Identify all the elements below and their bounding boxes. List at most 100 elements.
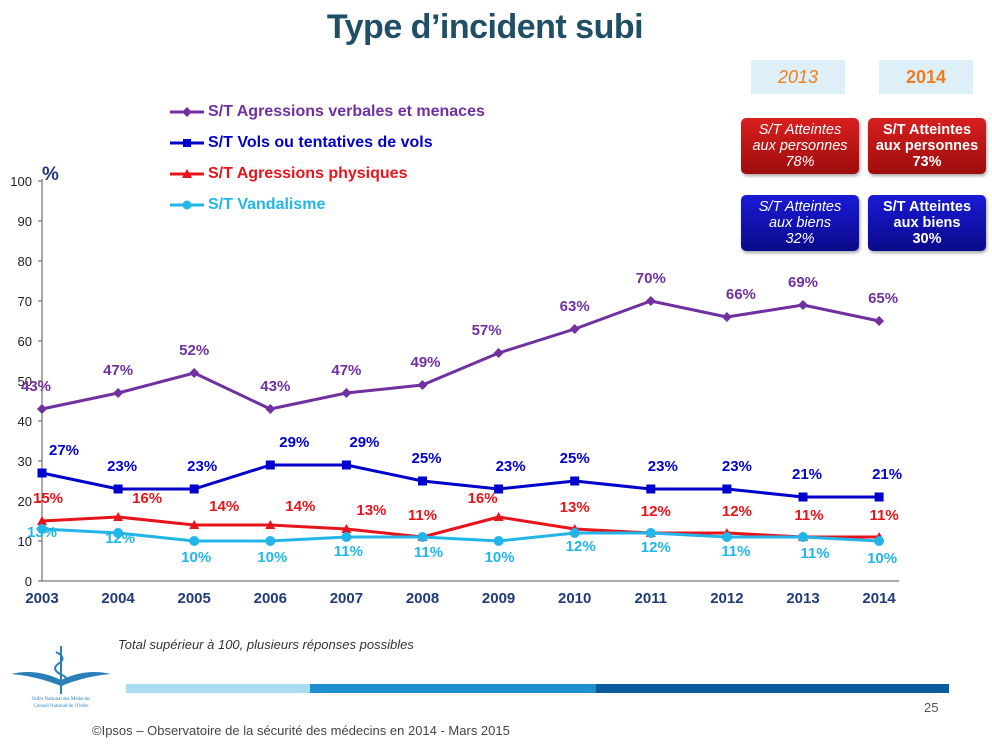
data-label: 69% — [788, 274, 818, 291]
data-label: 12% — [641, 539, 671, 556]
logo-text-line1: Ordre National des Médecins — [32, 697, 91, 702]
y-tick-label: 60 — [18, 334, 32, 349]
data-point — [113, 484, 123, 494]
data-point — [265, 520, 276, 529]
y-tick-label: 40 — [18, 414, 32, 429]
data-label: 23% — [648, 458, 678, 475]
box-value: 73% — [912, 154, 942, 170]
x-tick-label: 2011 — [635, 590, 668, 607]
y-tick-label: 10 — [18, 534, 32, 549]
series-line — [41, 463, 880, 499]
y-tick-label: 70 — [18, 294, 32, 309]
page-title: Type d’incident subi — [326, 8, 644, 46]
x-tick-label: 2014 — [862, 590, 896, 607]
box-value: 32% — [785, 231, 815, 247]
series-line — [41, 527, 880, 543]
data-label: 15% — [33, 490, 63, 507]
data-label: 47% — [103, 362, 133, 379]
data-point — [493, 348, 504, 358]
data-label: 12% — [566, 538, 596, 555]
data-point — [417, 380, 428, 390]
x-tick-label: 2004 — [101, 590, 135, 607]
data-point — [265, 404, 276, 414]
data-label: 23% — [187, 458, 217, 475]
box-line: S/T Atteintes — [758, 122, 842, 138]
data-label: 66% — [726, 286, 756, 303]
box-value: 30% — [912, 231, 942, 247]
data-point — [798, 532, 808, 542]
data-point — [37, 404, 47, 414]
circle-marker-icon — [170, 200, 204, 209]
chart-legend: S/T Agressions verbales et menaces S/T V… — [170, 96, 485, 220]
x-tick-label: 2009 — [482, 590, 515, 607]
data-label: 10% — [257, 549, 287, 566]
x-tick-label: 2005 — [178, 590, 211, 607]
data-point — [570, 476, 580, 486]
footnote: Total supérieur à 100, plusieurs réponse… — [118, 637, 414, 652]
data-point — [265, 536, 276, 546]
data-point — [798, 300, 808, 310]
data-label: 25% — [411, 450, 441, 467]
y-tick-label: 0 — [25, 574, 32, 589]
data-point — [874, 316, 885, 326]
data-label: 27% — [49, 442, 79, 459]
year-tag-2013: 2013 — [751, 60, 845, 94]
data-label: 12% — [641, 503, 671, 520]
data-point — [113, 512, 124, 521]
y-unit-label: % — [42, 164, 59, 185]
legend-label: S/T Agressions physiques — [208, 164, 408, 182]
data-point — [645, 528, 656, 538]
goods-2013-box: S/T Atteintes aux biens 32% — [741, 195, 859, 251]
data-label: 29% — [279, 434, 309, 451]
series-line — [41, 299, 880, 411]
data-point — [646, 484, 656, 494]
data-point — [189, 536, 200, 546]
data-label: 11% — [721, 543, 750, 560]
data-label: 23% — [722, 458, 752, 475]
box-line: aux biens — [893, 215, 961, 231]
x-tick-label: 2008 — [406, 590, 439, 607]
data-label: 21% — [872, 466, 902, 483]
y-tick-label: 80 — [18, 254, 32, 269]
data-point — [493, 536, 504, 546]
data-point — [569, 324, 580, 334]
data-label: 10% — [485, 549, 515, 566]
legend-label: S/T Vols ou tentatives de vols — [208, 133, 433, 151]
square-marker-icon — [170, 138, 204, 147]
data-label: 23% — [496, 458, 526, 475]
data-point — [189, 484, 199, 494]
y-tick-label: 20 — [18, 494, 32, 509]
data-point — [341, 388, 352, 398]
x-tick-label: 2012 — [710, 590, 743, 607]
legend-item-physical: S/T Agressions physiques — [170, 158, 485, 189]
data-point — [722, 484, 732, 494]
data-point — [493, 512, 504, 521]
box-value: 78% — [785, 154, 815, 170]
data-label: 23% — [107, 458, 137, 475]
x-tick-label: 2010 — [558, 590, 591, 607]
data-point — [37, 516, 47, 525]
data-label: 12% — [105, 530, 135, 547]
data-point — [569, 528, 580, 538]
data-label: 11% — [869, 507, 898, 524]
data-label: 49% — [410, 354, 440, 371]
x-tick-label: 2006 — [254, 590, 287, 607]
data-label: 16% — [468, 490, 498, 507]
data-label: 21% — [792, 466, 822, 483]
persons-2013-box: S/T Atteintes aux personnes 78% — [741, 118, 859, 174]
data-label: 14% — [209, 498, 239, 515]
y-tick-label: 30 — [18, 454, 32, 469]
data-point — [341, 460, 351, 470]
data-point — [113, 388, 124, 398]
legend-item-verbal: S/T Agressions verbales et menaces — [170, 96, 485, 127]
data-label: 43% — [21, 378, 51, 395]
logo-text-line2: Conseil National de l'Ordre — [34, 704, 90, 709]
page-number: 25 — [924, 700, 939, 715]
data-label: 70% — [636, 270, 666, 287]
y-tick-label: 50 — [18, 374, 32, 389]
data-point — [417, 532, 428, 542]
decorative-bar-dark — [596, 684, 949, 693]
x-tick-label: 2007 — [330, 590, 363, 607]
box-line: S/T Atteintes — [882, 199, 972, 215]
data-point — [37, 524, 47, 534]
